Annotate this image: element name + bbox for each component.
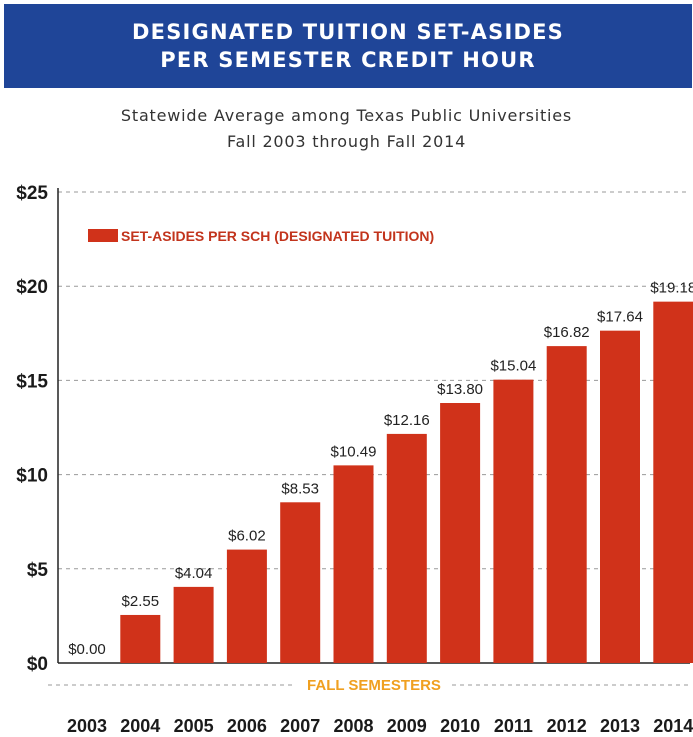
data-label: $0.00: [68, 641, 106, 658]
bar: [280, 502, 321, 663]
x-tick-label: 2005: [174, 716, 214, 736]
data-label: $16.82: [544, 324, 590, 341]
bar: [440, 403, 481, 663]
data-label: $19.18: [650, 280, 693, 297]
y-tick-label: $15: [16, 371, 48, 392]
legend-label: SET-ASIDES PER SCH (DESIGNATED TUITION): [121, 228, 434, 244]
x-tick-label: 2004: [120, 716, 160, 736]
title-banner: DESIGNATED TUITION SET-ASIDES PER SEMEST…: [4, 4, 692, 88]
data-label: $4.04: [175, 565, 213, 582]
x-tick-label: 2003: [67, 716, 107, 736]
x-tick-label: 2010: [440, 716, 480, 736]
x-tick-label: 2008: [333, 716, 373, 736]
legend-swatch: [88, 229, 118, 242]
bar: [333, 465, 374, 663]
data-label: $6.02: [228, 528, 266, 545]
data-label: $10.49: [331, 443, 377, 460]
title-line-1: DESIGNATED TUITION SET-ASIDES: [132, 20, 564, 44]
subtitle-line-1: Statewide Average among Texas Public Uni…: [120, 106, 573, 125]
x-tick-label: 2011: [494, 716, 533, 736]
data-label: $17.64: [597, 309, 643, 326]
x-tick-label: 2012: [547, 716, 587, 736]
subtitle-line-2: Fall 2003 through Fall 2014: [226, 132, 467, 151]
bar: [600, 330, 640, 663]
y-tick-label: $10: [16, 466, 48, 487]
y-tick-label: $25: [16, 183, 48, 204]
x-tick-label: 2014: [653, 716, 693, 736]
y-tick-label: $20: [16, 277, 48, 298]
x-tick-label: 2007: [280, 716, 320, 736]
x-tick-label: 2006: [227, 716, 267, 736]
bar: [173, 586, 214, 663]
x-tick-label: 2013: [600, 716, 640, 736]
y-tick-label: $5: [27, 560, 49, 581]
x-axis-title: FALL SEMESTERS: [307, 677, 441, 694]
bar: [546, 346, 587, 663]
data-label: $15.04: [490, 358, 536, 375]
data-label: $2.55: [122, 593, 160, 610]
data-label: $13.80: [437, 381, 483, 398]
bar: [226, 549, 267, 663]
data-label: $8.53: [281, 480, 319, 497]
bar: [386, 433, 427, 663]
title-line-2: PER SEMESTER CREDIT HOUR: [160, 48, 536, 72]
x-tick-label: 2009: [387, 716, 427, 736]
bar: [493, 379, 534, 663]
bar: [120, 614, 161, 663]
bar: [653, 301, 693, 663]
y-tick-label: $0: [27, 654, 48, 675]
data-label: $12.16: [384, 412, 430, 429]
